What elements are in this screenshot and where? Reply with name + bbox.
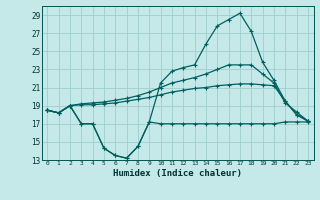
X-axis label: Humidex (Indice chaleur): Humidex (Indice chaleur) (113, 169, 242, 178)
